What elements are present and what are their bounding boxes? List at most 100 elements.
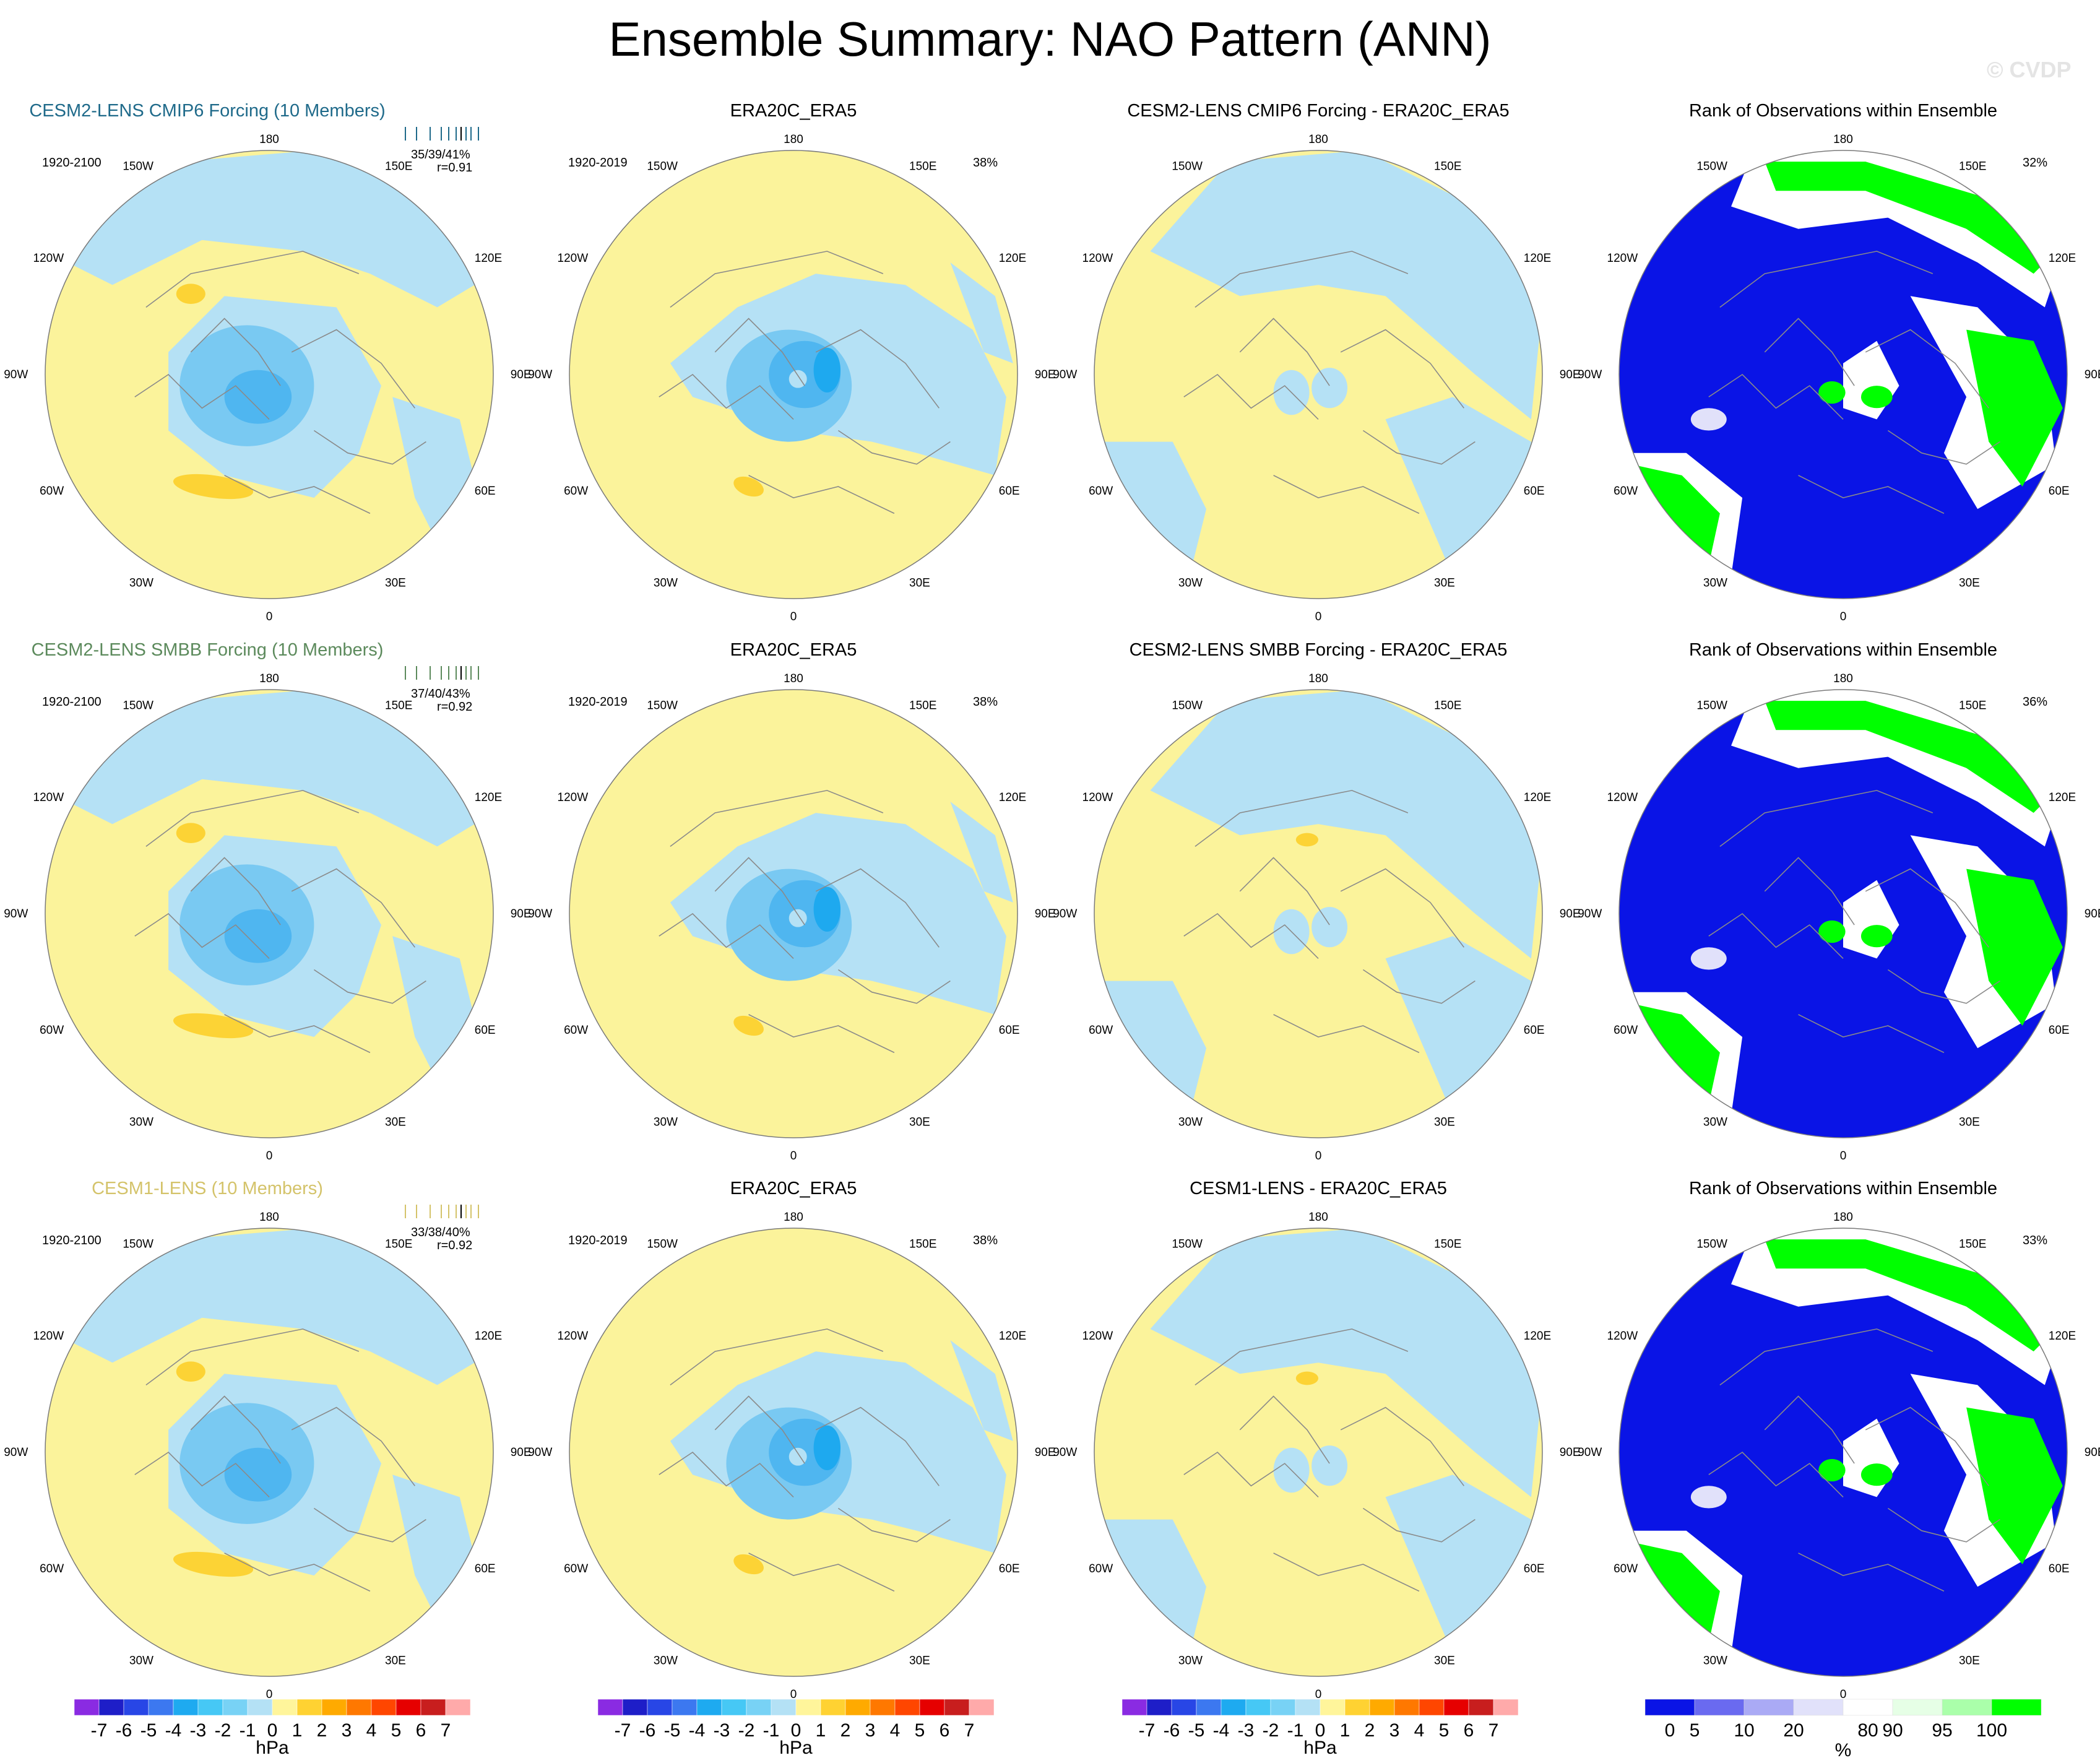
coastline <box>291 868 415 948</box>
longitude-label: 90E <box>2085 907 2100 920</box>
colorbar-unit: hPa <box>256 1738 289 1758</box>
longitude-label: 0 <box>1840 1688 1847 1701</box>
rank-pct: 33% <box>2023 1234 2047 1247</box>
colorbar-tick-label: 5 <box>915 1720 925 1741</box>
coastline <box>1340 1406 1464 1486</box>
coastline <box>659 1451 794 1497</box>
colorbar-swatch <box>1295 1699 1321 1716</box>
coastline <box>134 1451 270 1497</box>
colorbar-swatch <box>1468 1699 1494 1716</box>
colorbar-swatch <box>820 1699 846 1716</box>
rank-high-patch <box>1818 920 1846 943</box>
colorbar-swatch <box>969 1699 995 1716</box>
colorbar-tick-label: -6 <box>639 1720 656 1741</box>
longitude-label: 30E <box>385 1655 406 1668</box>
longitude-label: 180 <box>259 133 279 146</box>
rank-lowmid-patch <box>1690 947 1727 970</box>
longitude-label: 90W <box>528 907 552 920</box>
positive-anomaly-core <box>176 823 205 843</box>
colorbar-tick-label: -1 <box>763 1720 780 1741</box>
map-border <box>1094 689 1543 1138</box>
coastline <box>1719 790 1934 847</box>
colorbar-swatch <box>1344 1699 1370 1716</box>
longitude-label: 60W <box>1614 1024 1638 1037</box>
coastline <box>1887 430 2000 465</box>
model-years: 1920-2100 <box>42 695 102 709</box>
colorbar-swatch <box>222 1699 248 1716</box>
positive-difference-patch <box>1295 1371 1318 1385</box>
positive-anomaly-core <box>733 476 764 497</box>
colorbar-swatch <box>919 1699 945 1716</box>
obs-title: ERA20C_ERA5 <box>730 101 857 121</box>
colorbar-tick-label: 0 <box>791 1720 802 1741</box>
coastline <box>670 251 884 308</box>
longitude-label: 120E <box>475 791 502 804</box>
negative-difference-region <box>1150 1228 1542 1497</box>
colorbar-tick-label: 1 <box>1340 1720 1350 1741</box>
colorbar-tick-label: -6 <box>116 1720 132 1741</box>
coastline <box>1719 1328 1934 1386</box>
longitude-label: 60W <box>40 1024 64 1037</box>
longitude-label: 90E <box>511 1446 532 1459</box>
negative-anomaly-core <box>224 909 292 963</box>
model-years: 1920-2100 <box>42 156 102 170</box>
observed-pattern-map <box>569 150 1018 599</box>
coastline <box>1273 1553 1420 1592</box>
colorbar-swatch <box>123 1699 149 1716</box>
colorbar-swatch <box>420 1699 446 1716</box>
coastline <box>837 430 951 465</box>
colorbar-tick-label: 4 <box>890 1720 901 1741</box>
coastline <box>1183 912 1319 959</box>
colorbar-swatch <box>1146 1699 1172 1716</box>
longitude-label: 30W <box>1703 577 1727 590</box>
positive-difference-patch <box>1295 833 1318 847</box>
observed-pattern-map <box>569 1228 1018 1676</box>
longitude-label: 90E <box>2085 1446 2100 1459</box>
negative-anomaly-region <box>950 262 1013 363</box>
coastline <box>1764 1395 1855 1464</box>
colorbar-swatch <box>771 1699 797 1716</box>
colorbar-swatch <box>173 1699 199 1716</box>
coastline <box>1340 329 1464 409</box>
colorbar-swatch <box>1369 1699 1395 1716</box>
colorbar-swatch <box>1245 1699 1271 1716</box>
longitude-label: 150W <box>1696 160 1727 173</box>
longitude-label: 90W <box>528 1446 552 1459</box>
longitude-label: 30E <box>1959 1116 1980 1129</box>
longitude-label: 180 <box>259 1211 279 1224</box>
coastline <box>134 912 270 959</box>
longitude-label: 120W <box>558 252 589 265</box>
colorbar-tick-label: -3 <box>714 1720 730 1741</box>
colorbar-tick-label: 4 <box>1414 1720 1425 1741</box>
model-pattern-map <box>45 690 493 1138</box>
longitude-label: 60W <box>1089 485 1113 498</box>
colorbar-tick-label: -7 <box>91 1720 108 1741</box>
longitude-label: 30W <box>654 1116 678 1129</box>
colorbar-tick-label: -2 <box>1263 1720 1279 1741</box>
coastline <box>837 969 951 1004</box>
coastline <box>1273 1014 1420 1054</box>
coastline <box>1239 1395 1330 1464</box>
colorbar-tick-label: 3 <box>342 1720 352 1741</box>
longitude-label: 120W <box>33 1330 64 1343</box>
positive-anomaly-core <box>173 1551 254 1577</box>
coastline <box>1195 1328 1409 1386</box>
longitude-label: 180 <box>1308 1211 1328 1224</box>
positive-anomaly-core <box>176 284 205 304</box>
model-title: CESM2-LENS CMIP6 Forcing (10 Members) <box>29 101 385 121</box>
longitude-label: 0 <box>790 1150 797 1163</box>
coastline <box>815 868 940 948</box>
spread-stats: 33/38/40% <box>411 1226 470 1239</box>
rank-title: Rank of Observations within Ensemble <box>1689 1179 1997 1198</box>
colorbar-tick-label: -5 <box>140 1720 157 1741</box>
longitude-label: 30E <box>1434 1116 1455 1129</box>
map-border <box>1618 1228 2068 1677</box>
longitude-label: 60E <box>999 1024 1020 1037</box>
longitude-label: 90E <box>1035 368 1056 381</box>
longitude-label: 150W <box>1172 699 1203 712</box>
rank-colorbar: 0 5 10 20 80 90 95 100% <box>1644 1699 2042 1761</box>
positive-anomaly-core <box>176 1361 205 1382</box>
rank-pct: 36% <box>2023 695 2047 709</box>
longitude-label: 90E <box>511 368 532 381</box>
colorbar-unit: hPa <box>1303 1738 1337 1758</box>
